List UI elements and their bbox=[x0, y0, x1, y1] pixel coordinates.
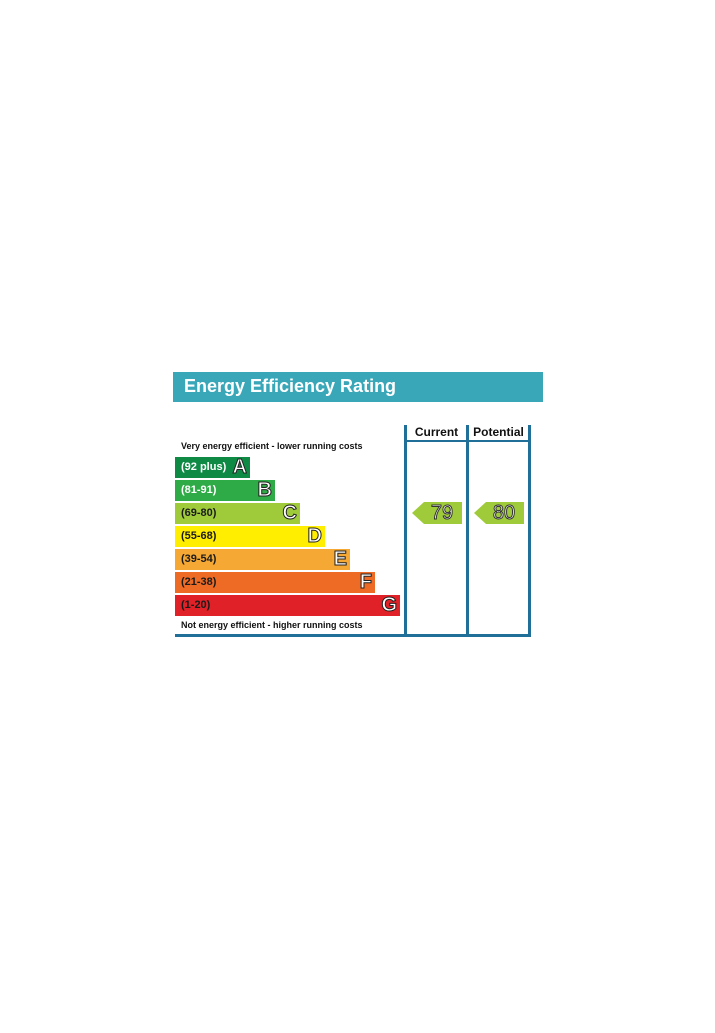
band-g: (1-20) G bbox=[175, 594, 400, 617]
band-a: (92 plus) A bbox=[175, 456, 250, 479]
band-letter: E bbox=[333, 548, 347, 571]
band-range-label: (81-91) bbox=[181, 484, 217, 496]
band-letter: B bbox=[257, 479, 272, 502]
band-b: (81-91) B bbox=[175, 479, 275, 502]
potential-marker-arrow bbox=[474, 502, 524, 524]
potential-rating-value: 80 bbox=[492, 502, 516, 525]
chart-title: Energy Efficiency Rating bbox=[184, 376, 397, 396]
band-letter: F bbox=[359, 571, 372, 594]
top-note: Very energy efficient - lower running co… bbox=[181, 441, 363, 451]
potential-column-header: Potential bbox=[473, 425, 524, 439]
band-letter: G bbox=[381, 594, 398, 617]
current-column-header: Current bbox=[414, 425, 459, 439]
band-letter: A bbox=[232, 456, 247, 479]
column-divider-left bbox=[404, 425, 407, 637]
potential-marker-shape bbox=[474, 502, 524, 524]
title-bar: Energy Efficiency Rating bbox=[173, 372, 543, 402]
band-range-label: (69-80) bbox=[181, 507, 217, 519]
current-rating-value: 79 bbox=[430, 502, 454, 525]
band-range-label: (55-68) bbox=[181, 530, 217, 542]
band-range-label: (39-54) bbox=[181, 553, 217, 565]
column-divider-right bbox=[528, 425, 531, 637]
band-e: (39-54) E bbox=[175, 548, 350, 571]
header-rule bbox=[404, 440, 531, 442]
band-d: (55-68) D bbox=[175, 525, 325, 548]
bottom-rule bbox=[175, 634, 531, 637]
current-rating-marker: 79 bbox=[412, 502, 462, 525]
column-divider-middle bbox=[466, 425, 469, 637]
band-c: (69-80) C bbox=[175, 502, 300, 525]
band-f: (21-38) F bbox=[175, 571, 375, 594]
band-range-label: (1-20) bbox=[181, 599, 211, 611]
bottom-note: Not energy efficient - higher running co… bbox=[181, 620, 363, 630]
band-letter: D bbox=[307, 525, 322, 548]
band-range-label: (21-38) bbox=[181, 576, 217, 588]
band-range-label: (92 plus) bbox=[181, 461, 227, 473]
current-marker-arrow bbox=[412, 502, 462, 524]
current-marker-shape bbox=[412, 502, 462, 524]
potential-rating-marker: 80 bbox=[474, 502, 524, 525]
band-letter: C bbox=[282, 502, 297, 525]
